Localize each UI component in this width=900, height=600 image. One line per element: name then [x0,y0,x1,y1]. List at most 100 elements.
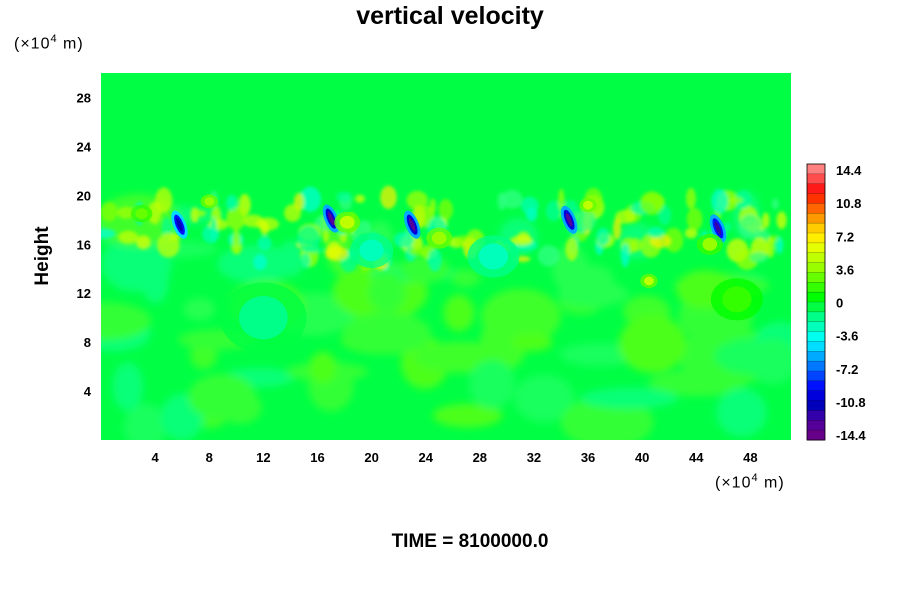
band-blob [545,200,562,222]
colorbar-tick-label: 3.6 [836,262,854,277]
band-blob [664,227,684,253]
colorbar-tick-label: 14.4 [836,163,862,178]
band-blob [686,187,696,210]
band-blob [648,226,665,238]
y-tick-label: 8 [84,335,91,350]
heatmap-feature [560,205,578,234]
band-blob [326,241,342,259]
soft-blob [748,339,791,385]
heatmap-feature [349,232,394,268]
x-tick-label: 24 [418,450,433,465]
soft-blob [481,288,561,344]
soft-blob [101,302,152,341]
x-tick-label: 44 [689,450,704,465]
y-axis-unit: (×104 m) [14,33,84,53]
colorbar-segment [807,242,825,254]
feature-core [339,215,355,229]
band-blob [630,238,642,252]
band-blob [300,253,311,269]
colorbar-segment [807,390,825,402]
colorbar-segment [807,262,825,273]
feature-core [431,231,447,245]
x-tick-label: 48 [743,450,757,465]
colorbar-segment [807,321,825,333]
feature-core [583,200,593,210]
soft-blob [112,362,144,412]
band-blob [558,188,565,211]
band-blob [620,243,630,268]
y-tick-label: 12 [77,286,91,301]
x-tick-label: 40 [635,450,649,465]
soft-blob [443,294,475,332]
soft-blob [618,314,687,374]
band-blob [409,247,427,256]
band-blob [155,187,173,213]
colorbar-tick-label: -14.4 [836,428,866,443]
band-blob [426,256,438,264]
band-blob [118,230,139,244]
colorbar-segment [807,213,825,224]
band-blob [157,232,180,258]
band-blob [750,252,768,263]
band-blob [429,198,437,214]
soft-blob [342,312,431,354]
soft-blob [551,245,589,293]
band-blob [210,217,217,243]
band-blob [613,217,622,240]
colorbar-segment [807,430,825,441]
x-tick-label: 36 [581,450,595,465]
band-blob [776,211,787,230]
feature-core [135,208,148,220]
feature-core [478,243,508,270]
heatmap-feature [467,235,520,278]
band-blob [775,236,784,254]
band-blob [380,185,397,210]
colorbar-segment [807,371,825,382]
soft-blob [716,388,767,437]
colorbar-segment [807,351,825,362]
feature-core [644,276,654,286]
band-blob [520,196,539,215]
colorbar-segment [807,331,825,342]
soft-blob [512,333,553,352]
soft-blob [141,252,170,304]
band-blob [501,189,523,209]
band-blob [639,191,664,215]
soft-blob [514,374,575,423]
band-blob [766,237,775,258]
colorbar-segment [807,292,825,303]
band-blob [615,209,636,224]
colorbar-segment [807,410,825,421]
band-blob [242,214,264,228]
soft-blob [188,374,256,420]
soft-blob [557,281,629,307]
band-blob [136,235,151,250]
soft-blob [469,359,516,409]
colorbar-segment [807,311,825,323]
heatmap-feature [710,278,763,321]
band-blob [735,190,752,209]
heatmap-feature [171,210,188,239]
colorbar-segment [807,380,825,392]
colorbar-segment [807,203,825,214]
x-tick-label: 12 [256,450,270,465]
feature-core [176,218,183,232]
band-blob [711,188,728,214]
band-blob [336,191,352,203]
heatmap-feature [640,273,658,289]
feature-core [204,197,215,206]
band-blob [260,220,270,236]
band-blob [684,228,698,239]
band-blob [728,197,744,204]
band-blob [686,207,703,231]
band-blob [101,228,116,239]
band-blob [771,198,779,210]
band-blob [194,209,207,217]
colorbar-tick-label: -3.6 [836,329,858,344]
soft-blob [451,269,481,288]
heatmap-feature [709,214,727,243]
soft-blob [432,403,503,428]
band-blob [101,201,118,222]
soft-blob [368,272,406,313]
